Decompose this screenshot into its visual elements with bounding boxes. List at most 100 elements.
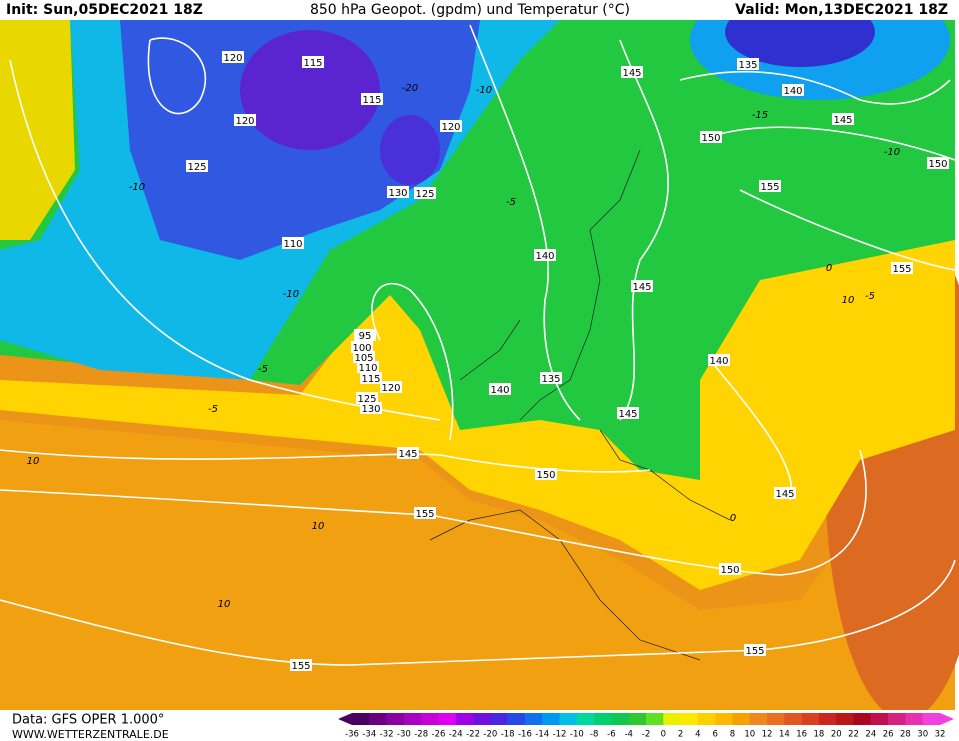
warm-area: [0, 420, 955, 710]
site-name: WWW.WETTERZENTRALE.DE: [12, 728, 169, 741]
label-box: [631, 280, 653, 292]
temperature-label: 10: [842, 295, 855, 306]
colorbar-swatch: [905, 713, 924, 725]
colorbar-swatch: [594, 713, 612, 725]
geopotential-label: 130: [361, 404, 380, 415]
temperature-label: 10: [218, 599, 231, 610]
label-box: [700, 131, 722, 143]
colorbar-label: -30: [397, 730, 411, 740]
geopotential-label: 110: [358, 363, 377, 374]
label-box: [534, 249, 556, 261]
colorbar-label: 16: [796, 730, 807, 740]
geopotential-label: 95: [359, 331, 372, 342]
geopotential-label: 150: [536, 470, 555, 481]
data-source: Data: GFS OPER 1.000°: [12, 713, 164, 728]
colorbar-swatch: [801, 713, 820, 725]
colorbar-label: -2: [642, 730, 650, 740]
geopotential-label: 155: [415, 509, 434, 520]
isohypse: [371, 283, 454, 441]
geopotential-label: 150: [701, 133, 720, 144]
label-box: [891, 262, 913, 274]
label-box: [759, 180, 781, 192]
geopotential-label: 150: [720, 565, 739, 576]
colorbar-label: 8: [730, 730, 735, 740]
label-box: [708, 354, 730, 366]
temperature-label: -15: [752, 110, 768, 121]
label-box: [186, 160, 208, 172]
colorbar-swatch: [715, 713, 733, 725]
colorbar-swatch: [784, 713, 802, 725]
colorbar-swatch: [870, 713, 889, 725]
colorbar-label: 20: [831, 730, 842, 740]
geopotential-label: 140: [535, 251, 554, 262]
temperature-label: -10: [884, 147, 900, 158]
geopotential-label: 145: [833, 115, 852, 126]
geopotential-label: 155: [291, 661, 310, 672]
colorbar-label: 6: [712, 730, 717, 740]
geopotential-label: 145: [618, 409, 637, 420]
label-box: [489, 383, 511, 395]
label-box: [535, 468, 557, 480]
colorbar-swatch: [490, 713, 508, 725]
temperature-label: 10: [312, 521, 325, 532]
geopotential-label: 125: [187, 162, 206, 173]
colorbar-label: 4: [695, 730, 700, 740]
geopotential-label: 115: [303, 58, 322, 69]
label-box: [737, 58, 759, 70]
label-box: [380, 381, 402, 393]
geopotential-label: 135: [738, 60, 757, 71]
temperature-label: 0: [730, 513, 736, 524]
colorbar-swatch: [680, 713, 699, 725]
colorbar-swatch: [888, 713, 906, 725]
label-box: [354, 329, 376, 341]
colorbar-end: [338, 713, 352, 725]
colorbar: -36 -34 -32 -30 -28 -26 -24 -22 -20 -18 -16 -14 -12-…: [338, 713, 954, 740]
mild-area: [0, 20, 75, 240]
colorbar-label: -16: [518, 730, 532, 740]
label-box: [719, 563, 741, 575]
colorbar-swatch: [732, 713, 751, 725]
geopotential-label: 120: [441, 122, 460, 133]
isohypse: [0, 559, 956, 666]
label-box: [927, 157, 949, 169]
colorbar-swatch: [403, 713, 422, 725]
colorbar-swatch: [542, 713, 560, 725]
map: [0, 0, 959, 720]
colorbar-swatch: [438, 713, 457, 725]
geopotential-label: 155: [892, 264, 911, 275]
colorbar-label: 0: [661, 730, 666, 740]
geopotential-label: 115: [362, 95, 381, 106]
label-box: [282, 237, 304, 249]
colorbar-swatch: [646, 713, 664, 725]
colorbar-label: -8: [590, 730, 598, 740]
geopotential-label: 115: [361, 374, 380, 385]
colorbar-label: -10: [570, 730, 584, 740]
colorbar-label: -24: [449, 730, 463, 740]
geopotential-label: 145: [398, 449, 417, 460]
label-box: [360, 402, 382, 414]
colorbar-label: -6: [607, 730, 615, 740]
colorbar-swatch: [559, 713, 578, 725]
colorbar-swatch: [473, 713, 491, 725]
label-box: [540, 372, 562, 384]
colorbar-swatch: [386, 713, 405, 725]
colorbar-label: -28: [414, 730, 428, 740]
geopotential-label: 135: [541, 374, 560, 385]
label-box: [397, 447, 419, 459]
colorbar-swatch: [628, 713, 647, 725]
colorbar-swatch: [853, 713, 872, 725]
geopotential-label: 145: [775, 489, 794, 500]
geopotential-label: 120: [235, 116, 254, 127]
label-box: [356, 392, 378, 404]
label-box: [353, 351, 375, 363]
label-box: [440, 120, 462, 132]
colorbar-label: 18: [814, 730, 825, 740]
label-box: [414, 507, 436, 519]
label-box: [357, 361, 379, 373]
label-box: [774, 487, 796, 499]
temperature-label: 0: [826, 263, 832, 274]
geopotential-label: 155: [760, 182, 779, 193]
label-box: [387, 186, 409, 198]
colorbar-swatch: [663, 713, 681, 725]
